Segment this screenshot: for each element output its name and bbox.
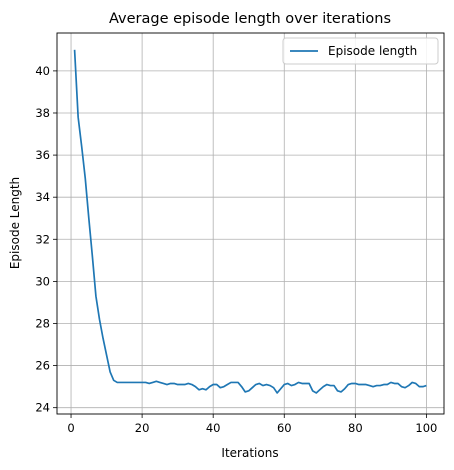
y-tick-label: 32	[35, 232, 50, 246]
y-tick-label: 36	[35, 148, 50, 162]
y-tick-label: 38	[35, 106, 50, 120]
y-tick-label: 24	[35, 401, 50, 415]
grid	[57, 33, 444, 414]
y-tick-label: 26	[35, 359, 50, 373]
plot-frame	[56, 32, 445, 415]
x-tick-label: 0	[67, 421, 74, 435]
x-tick-label: 80	[348, 421, 363, 435]
legend: Episode length	[282, 37, 439, 65]
legend-label-episode-length: Episode length	[328, 44, 417, 58]
x-tick-label: 20	[135, 421, 150, 435]
y-tick-label: 30	[35, 274, 50, 288]
chart-title: Average episode length over iterations	[109, 11, 391, 27]
x-tick-label: 40	[206, 421, 221, 435]
tick-layer: 0 20 40 60 80 100 24 26 28 30 32 34 36 38 40	[35, 64, 437, 435]
y-tick-label: 34	[35, 190, 50, 204]
series-line-episode-length	[73, 49, 427, 394]
x-tick-label: 100	[415, 421, 437, 435]
y-tick-label: 40	[35, 64, 50, 78]
x-axis-label: Iterations	[221, 446, 278, 460]
y-tick-label: 28	[35, 316, 50, 330]
legend-box	[282, 37, 439, 65]
series-layer	[73, 49, 427, 394]
x-tick-label: 60	[277, 421, 292, 435]
y-axis-label: Episode Length	[8, 177, 22, 269]
